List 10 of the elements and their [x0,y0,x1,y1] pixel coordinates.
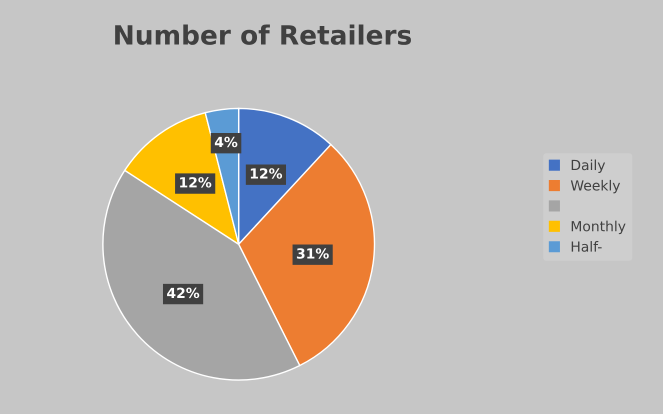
legend-label: Half- [572,241,602,252]
data-label: 42% [167,288,200,298]
data-label: 12% [250,168,282,179]
data-label: 31% [296,248,329,259]
legend-label: Daily [572,160,606,173]
legend-label: Weekly [570,180,620,194]
legend-label: Monthly [572,220,626,234]
chart-title: Number of Retailers [115,24,411,45]
data-label: 4% [214,136,238,148]
data-label: 12% [180,177,212,188]
